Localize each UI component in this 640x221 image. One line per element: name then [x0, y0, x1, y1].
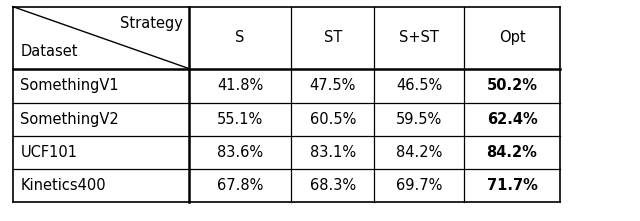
Text: S+ST: S+ST	[399, 30, 439, 45]
Text: 83.1%: 83.1%	[310, 145, 356, 160]
Text: 68.3%: 68.3%	[310, 178, 356, 193]
Text: Opt: Opt	[499, 30, 525, 45]
Text: 69.7%: 69.7%	[396, 178, 442, 193]
Text: S: S	[236, 30, 244, 45]
Text: 60.5%: 60.5%	[310, 112, 356, 127]
Text: 47.5%: 47.5%	[310, 78, 356, 93]
Text: ST: ST	[324, 30, 342, 45]
Text: 50.2%: 50.2%	[486, 78, 538, 93]
Text: Kinetics400: Kinetics400	[20, 178, 106, 193]
Text: Dataset: Dataset	[20, 44, 78, 59]
Text: 84.2%: 84.2%	[396, 145, 442, 160]
Text: 67.8%: 67.8%	[217, 178, 263, 193]
Text: UCF101: UCF101	[20, 145, 77, 160]
Text: 71.7%: 71.7%	[486, 178, 538, 193]
Text: 46.5%: 46.5%	[396, 78, 442, 93]
Text: Strategy: Strategy	[120, 16, 182, 31]
Text: 55.1%: 55.1%	[217, 112, 263, 127]
Text: 62.4%: 62.4%	[486, 112, 538, 127]
Text: SomethingV2: SomethingV2	[20, 112, 119, 127]
Text: 41.8%: 41.8%	[217, 78, 263, 93]
Text: SomethingV1: SomethingV1	[20, 78, 119, 93]
Text: 83.6%: 83.6%	[217, 145, 263, 160]
Text: 59.5%: 59.5%	[396, 112, 442, 127]
Text: 84.2%: 84.2%	[486, 145, 538, 160]
